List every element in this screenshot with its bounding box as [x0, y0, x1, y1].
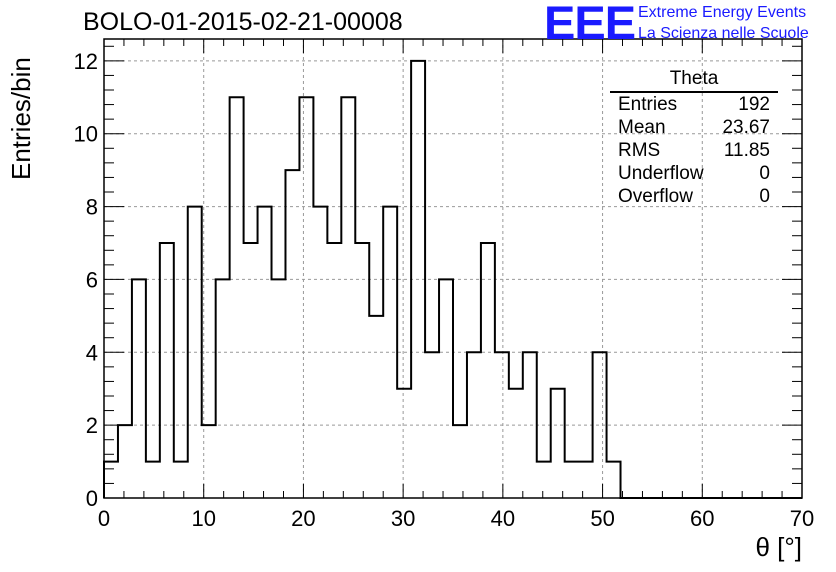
- x-tick-label: 60: [690, 506, 714, 531]
- y-tick-label: 8: [86, 195, 98, 220]
- stats-label: RMS: [618, 140, 661, 161]
- stats-value: 23.67: [722, 117, 770, 138]
- stats-title: Theta: [610, 68, 778, 93]
- x-tick-label: 20: [291, 506, 315, 531]
- logo-caption-line1: Extreme Energy Events: [638, 4, 807, 21]
- eee-logo: EEE: [544, 0, 636, 49]
- y-tick-label: 4: [86, 340, 98, 365]
- x-tick-label: 70: [790, 506, 814, 531]
- y-axis-label: Entries/bin: [6, 57, 36, 180]
- stats-value: 0: [759, 163, 770, 184]
- x-tick-label: 30: [391, 506, 415, 531]
- x-axis-label: θ [°]: [755, 532, 802, 562]
- stats-row-underflow: Underflow 0: [610, 162, 778, 185]
- stats-box: Theta Entries 192 Mean 23.67 RMS 11.85 U…: [610, 68, 778, 208]
- x-tick-label: 0: [98, 506, 110, 531]
- stats-label: Underflow: [618, 163, 704, 184]
- stats-label: Mean: [618, 117, 666, 138]
- y-tick-label: 12: [74, 49, 98, 74]
- y-tick-label: 6: [86, 267, 98, 292]
- stats-value: 0: [759, 186, 770, 207]
- logo-caption-line2: La Scienza nelle Scuole: [638, 25, 809, 42]
- y-tick-label: 0: [86, 486, 98, 511]
- x-tick-label: 40: [491, 506, 515, 531]
- stats-row-mean: Mean 23.67: [610, 116, 778, 139]
- stats-label: Entries: [618, 94, 678, 115]
- stats-value: 11.85: [723, 140, 770, 161]
- x-tick-label: 50: [590, 506, 614, 531]
- stats-row-entries: Entries 192: [610, 93, 778, 116]
- stats-value: 192: [738, 94, 770, 115]
- histogram-series-line: [103, 59, 802, 499]
- chart-title: BOLO-01-2015-02-21-00008: [83, 8, 403, 36]
- stats-row-overflow: Overflow 0: [610, 185, 778, 208]
- stats-label: Overflow: [618, 186, 693, 207]
- x-tick-label: 10: [191, 506, 215, 531]
- stats-row-rms: RMS 11.85: [610, 139, 778, 162]
- y-tick-label: 10: [74, 122, 98, 147]
- y-tick-label: 2: [86, 413, 98, 438]
- plot-frame: [103, 38, 803, 499]
